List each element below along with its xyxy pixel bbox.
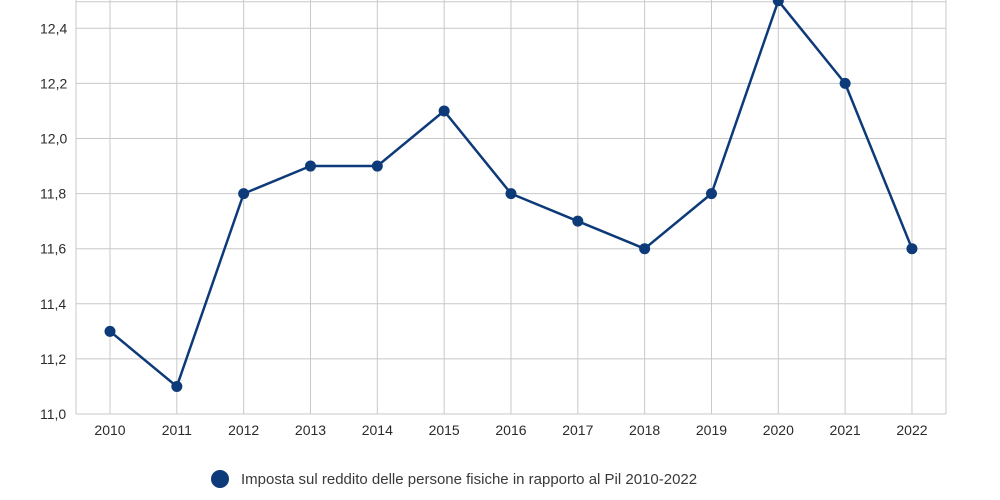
data-point bbox=[772, 0, 784, 7]
y-tick-label: 11,6 bbox=[40, 241, 66, 257]
x-tick-label: 2021 bbox=[830, 422, 861, 438]
y-tick-label: 12,0 bbox=[40, 131, 67, 147]
data-point bbox=[438, 105, 450, 117]
y-tick-label: 11,4 bbox=[40, 296, 66, 312]
data-point bbox=[238, 188, 250, 200]
data-point bbox=[572, 215, 584, 227]
y-tick-label: 12,2 bbox=[40, 75, 67, 91]
legend-marker bbox=[211, 470, 229, 488]
x-tick-label: 2018 bbox=[629, 422, 660, 438]
legend-label: Imposta sul reddito delle persone fisich… bbox=[241, 471, 697, 488]
y-tick-label: 11,2 bbox=[40, 351, 66, 367]
series-layer bbox=[104, 0, 918, 392]
data-point bbox=[104, 325, 116, 337]
y-tick-label: 12,4 bbox=[40, 20, 67, 36]
x-tick-label: 2019 bbox=[696, 422, 727, 438]
x-tick-label: 2015 bbox=[429, 422, 460, 438]
y-tick-label: 11,8 bbox=[40, 186, 66, 202]
data-point bbox=[839, 77, 851, 89]
x-tick-label: 2010 bbox=[94, 422, 125, 438]
x-tick-label: 2012 bbox=[228, 422, 259, 438]
legend: Imposta sul reddito delle persone fisich… bbox=[211, 470, 697, 488]
data-point bbox=[304, 160, 316, 172]
x-tick-label: 2011 bbox=[162, 422, 192, 438]
grid bbox=[75, 0, 947, 415]
x-tick-label: 2016 bbox=[495, 422, 526, 438]
data-point bbox=[505, 188, 517, 200]
x-tick-label: 2022 bbox=[896, 422, 927, 438]
data-point bbox=[171, 380, 183, 392]
data-point bbox=[906, 243, 918, 255]
y-axis-ticks: 11,0 11,2 11,4 11,6 11,8 12,0 12,2 12,4 bbox=[40, 20, 67, 422]
data-point bbox=[705, 188, 717, 200]
data-point bbox=[639, 243, 651, 255]
data-point bbox=[371, 160, 383, 172]
x-tick-label: 2020 bbox=[763, 422, 794, 438]
x-tick-label: 2014 bbox=[362, 422, 393, 438]
x-axis-ticks: 2010 2011 2012 2013 2014 2015 2016 2017 2018 2019… bbox=[94, 422, 927, 438]
x-tick-label: 2013 bbox=[295, 422, 326, 438]
x-tick-label: 2017 bbox=[562, 422, 593, 438]
y-tick-label: 11,0 bbox=[40, 406, 66, 422]
